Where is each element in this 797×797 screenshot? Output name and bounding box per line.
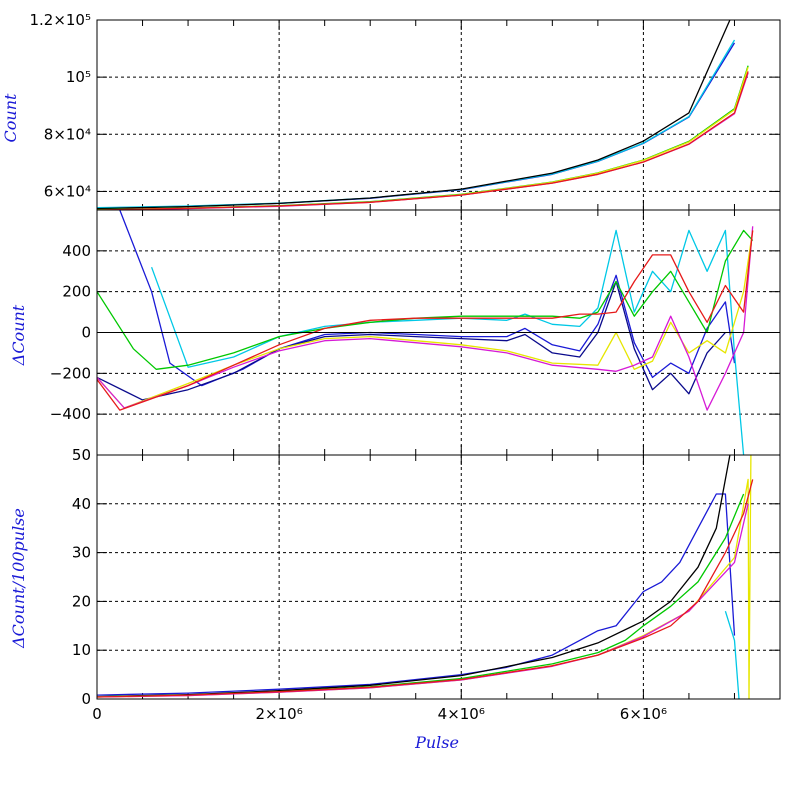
y-tick-label: 10⁵ <box>66 68 91 86</box>
series-line <box>97 280 726 401</box>
series-line <box>97 455 752 699</box>
y-tick-label: 10 <box>72 641 91 659</box>
y-tick-label: −400 <box>50 405 91 423</box>
series-line <box>97 493 736 696</box>
y-tick-label: 200 <box>62 283 91 301</box>
y-axis-title-delta-count-per-100-pulse: ΔCount/100pulse <box>9 508 28 649</box>
panel-count: 6×10⁴ 8×10⁴ 10⁵ 1.2×10⁵ <box>29 11 781 211</box>
series-line <box>97 230 754 411</box>
x-tick-label: 0 <box>92 705 102 723</box>
x-tick-label: 2×10⁶ <box>256 705 303 723</box>
series-group <box>97 210 780 455</box>
y-tick-label: 6×10⁴ <box>44 182 91 200</box>
x-tick-label: 4×10⁶ <box>438 705 485 723</box>
series-line <box>97 39 736 209</box>
series-line <box>97 229 754 370</box>
panel-delta-count: −400 −200 0 200 400 <box>50 209 781 456</box>
y-axis-title-delta-count: ΔCount <box>9 304 28 366</box>
series-line <box>97 479 754 698</box>
series-line <box>97 42 736 209</box>
series-line <box>97 455 731 698</box>
y-tick-label: 40 <box>72 495 91 513</box>
x-axis-title: Pulse <box>414 733 459 752</box>
series-line <box>150 229 745 455</box>
y-tick-label: −200 <box>50 364 91 382</box>
plot-frame <box>96 19 781 211</box>
series-group <box>97 455 754 699</box>
series-line <box>724 611 740 699</box>
plot-frame <box>96 454 781 700</box>
series-line <box>97 503 749 698</box>
panel-delta-count-per-100-pulse: 0 10 20 30 40 50 0 2×10⁶ 4×10⁶ 6×10⁶ <box>72 446 781 723</box>
series-line <box>97 65 749 210</box>
series-group <box>97 20 749 210</box>
y-axis-title-count: Count <box>1 93 20 142</box>
y-tick-label: 0 <box>81 690 91 708</box>
series-line <box>97 226 754 411</box>
y-tick-label: 1.2×10⁵ <box>29 11 91 29</box>
y-tick-label: 20 <box>72 592 91 610</box>
series-line <box>97 230 754 409</box>
series-line <box>97 493 745 698</box>
x-tick-label: 6×10⁶ <box>620 705 667 723</box>
series-line <box>97 20 731 210</box>
y-tick-label: 0 <box>81 324 91 342</box>
series-line <box>97 71 749 210</box>
y-tick-label: 8×10⁴ <box>44 125 91 143</box>
y-tick-label: 400 <box>62 242 91 260</box>
y-tick-label: 30 <box>72 544 91 562</box>
series-line <box>97 72 749 210</box>
y-tick-label: 50 <box>72 446 91 464</box>
